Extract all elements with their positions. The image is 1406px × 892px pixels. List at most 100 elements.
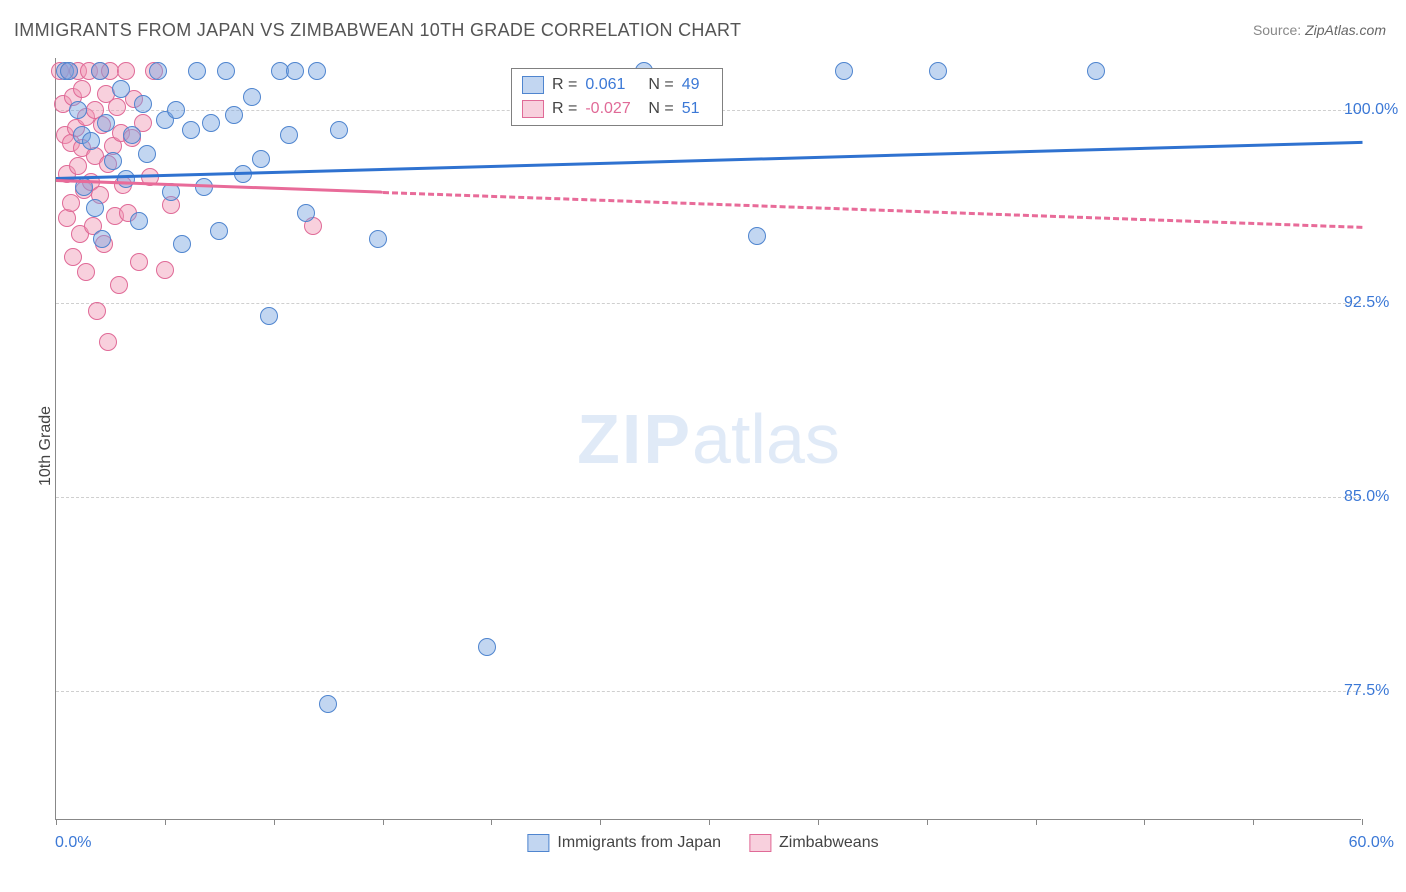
watermark: ZIPatlas	[577, 399, 840, 479]
scatter-point	[202, 114, 220, 132]
y-tick-label: 85.0%	[1336, 488, 1396, 506]
r-label: R =	[552, 97, 577, 121]
legend-item-japan: Immigrants from Japan	[527, 834, 721, 852]
scatter-point	[97, 114, 115, 132]
scatter-point	[478, 638, 496, 656]
stats-row: R = 0.061 N = 49	[522, 73, 712, 97]
scatter-point	[182, 121, 200, 139]
scatter-point	[73, 80, 91, 98]
scatter-point	[91, 62, 109, 80]
x-tick	[274, 819, 275, 825]
scatter-point	[210, 222, 228, 240]
x-tick	[1036, 819, 1037, 825]
scatter-point	[167, 101, 185, 119]
scatter-point	[58, 209, 76, 227]
scatter-point	[134, 95, 152, 113]
scatter-point	[149, 62, 167, 80]
scatter-point	[99, 333, 117, 351]
x-tick	[165, 819, 166, 825]
x-tick	[1144, 819, 1145, 825]
legend-label-japan: Immigrants from Japan	[557, 834, 721, 852]
x-tick	[600, 819, 601, 825]
watermark-part1: ZIP	[577, 400, 692, 478]
y-tick-label: 92.5%	[1336, 294, 1396, 312]
x-tick	[709, 819, 710, 825]
x-tick	[818, 819, 819, 825]
n-value: 51	[682, 97, 712, 121]
scatter-point	[69, 157, 87, 175]
stats-row: R = -0.027 N = 51	[522, 97, 712, 121]
scatter-point	[217, 62, 235, 80]
scatter-point	[110, 276, 128, 294]
y-tick-label: 77.5%	[1336, 682, 1396, 700]
scatter-point	[280, 126, 298, 144]
scatter-point	[260, 307, 278, 325]
x-tick	[383, 819, 384, 825]
correlation-chart: IMMIGRANTS FROM JAPAN VS ZIMBABWEAN 10TH…	[0, 0, 1406, 892]
scatter-point	[748, 227, 766, 245]
scatter-point	[123, 126, 141, 144]
scatter-point	[188, 62, 206, 80]
stats-swatch	[522, 76, 544, 94]
scatter-point	[286, 62, 304, 80]
scatter-point	[117, 170, 135, 188]
scatter-point	[82, 132, 100, 150]
scatter-point	[173, 235, 191, 253]
bottom-legend: Immigrants from Japan Zimbabweans	[527, 834, 878, 852]
legend-item-zimbabweans: Zimbabweans	[749, 834, 879, 852]
r-value: 0.061	[585, 73, 640, 97]
source-attribution: Source: ZipAtlas.com	[1253, 22, 1386, 38]
scatter-point	[319, 695, 337, 713]
chart-title: IMMIGRANTS FROM JAPAN VS ZIMBABWEAN 10TH…	[14, 20, 741, 41]
scatter-point	[64, 248, 82, 266]
scatter-point	[330, 121, 348, 139]
scatter-point	[77, 263, 95, 281]
scatter-point	[112, 80, 130, 98]
x-tick	[56, 819, 57, 825]
scatter-point	[60, 62, 78, 80]
x-tick	[1362, 819, 1363, 825]
scatter-point	[130, 253, 148, 271]
plot-area: ZIPatlas 77.5%85.0%92.5%100.0%R = 0.061N…	[55, 58, 1361, 820]
x-tick	[491, 819, 492, 825]
scatter-point	[69, 101, 87, 119]
stats-swatch	[522, 100, 544, 118]
scatter-point	[156, 261, 174, 279]
scatter-point	[93, 230, 111, 248]
n-value: 49	[682, 73, 712, 97]
grid-line	[56, 691, 1361, 692]
scatter-point	[297, 204, 315, 222]
scatter-point	[1087, 62, 1105, 80]
grid-line	[56, 497, 1361, 498]
regression-line	[382, 191, 1362, 229]
x-tick	[927, 819, 928, 825]
legend-swatch-zimbabweans	[749, 834, 771, 852]
scatter-point	[243, 88, 261, 106]
n-label: N =	[648, 97, 673, 121]
scatter-point	[138, 145, 156, 163]
r-label: R =	[552, 73, 577, 97]
scatter-point	[225, 106, 243, 124]
legend-label-zimbabweans: Zimbabweans	[779, 834, 879, 852]
scatter-point	[252, 150, 270, 168]
source-label: Source:	[1253, 22, 1305, 38]
scatter-point	[88, 302, 106, 320]
grid-line	[56, 303, 1361, 304]
x-axis-min-label: 0.0%	[55, 834, 91, 852]
y-axis-title: 10th Grade	[37, 406, 55, 486]
scatter-point	[86, 199, 104, 217]
scatter-point	[108, 98, 126, 116]
scatter-point	[835, 62, 853, 80]
watermark-part2: atlas	[692, 400, 840, 478]
r-value: -0.027	[585, 97, 640, 121]
stats-legend: R = 0.061 N = 49 R = -0.027 N = 51	[511, 68, 723, 126]
x-axis-max-label: 60.0%	[1349, 834, 1394, 852]
scatter-point	[308, 62, 326, 80]
scatter-point	[130, 212, 148, 230]
n-label: N =	[648, 73, 673, 97]
legend-swatch-japan	[527, 834, 549, 852]
scatter-point	[117, 62, 135, 80]
scatter-point	[369, 230, 387, 248]
x-tick	[1253, 819, 1254, 825]
scatter-point	[104, 152, 122, 170]
